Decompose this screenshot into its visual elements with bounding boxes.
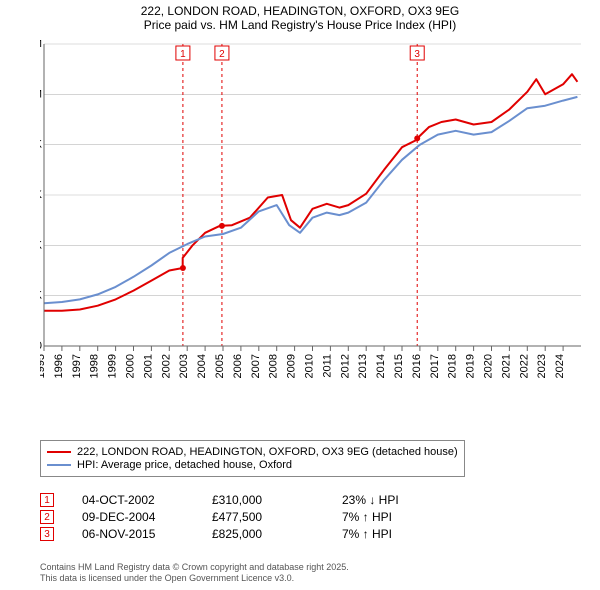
transaction-marker-1: 1 [40, 493, 54, 507]
svg-text:2022: 2022 [518, 354, 530, 378]
svg-text:2006: 2006 [232, 354, 244, 378]
svg-text:2013: 2013 [357, 354, 369, 378]
svg-text:1997: 1997 [71, 354, 83, 378]
svg-text:2024: 2024 [554, 354, 566, 378]
svg-text:2023: 2023 [536, 354, 548, 378]
svg-text:2012: 2012 [339, 354, 351, 378]
svg-text:2003: 2003 [178, 354, 190, 378]
svg-text:2002: 2002 [160, 354, 172, 378]
transaction-price: £310,000 [212, 493, 342, 507]
svg-text:2020: 2020 [483, 354, 495, 378]
svg-text:1996: 1996 [53, 354, 65, 378]
transaction-price: £825,000 [212, 527, 342, 541]
table-row: 1 04-OCT-2002 £310,000 23% ↓ HPI [40, 493, 462, 507]
svg-text:£1.2M: £1.2M [40, 40, 42, 50]
svg-text:2015: 2015 [393, 354, 405, 378]
footnote-line2: This data is licensed under the Open Gov… [40, 573, 349, 584]
table-row: 3 06-NOV-2015 £825,000 7% ↑ HPI [40, 527, 462, 541]
svg-text:2016: 2016 [411, 354, 423, 378]
legend: 222, LONDON ROAD, HEADINGTON, OXFORD, OX… [40, 440, 465, 477]
chart-area: £0£200K£400K£600K£800K£1M£1.2M1231995199… [40, 40, 585, 390]
title-line2: Price paid vs. HM Land Registry's House … [0, 18, 600, 32]
transaction-delta: 23% ↓ HPI [342, 493, 462, 507]
svg-text:2018: 2018 [447, 354, 459, 378]
svg-text:£1M: £1M [40, 88, 42, 100]
svg-text:1995: 1995 [40, 354, 47, 378]
svg-text:2014: 2014 [375, 354, 387, 378]
svg-text:2010: 2010 [304, 354, 316, 378]
legend-swatch-price-paid [47, 451, 71, 453]
svg-text:2009: 2009 [286, 354, 298, 378]
svg-text:2011: 2011 [321, 354, 333, 378]
transaction-date: 09-DEC-2004 [82, 510, 212, 524]
svg-text:1999: 1999 [107, 354, 119, 378]
footnote-line1: Contains HM Land Registry data © Crown c… [40, 562, 349, 573]
svg-text:2007: 2007 [250, 354, 262, 378]
transaction-price: £477,500 [212, 510, 342, 524]
svg-text:2021: 2021 [500, 354, 512, 378]
title-block: 222, LONDON ROAD, HEADINGTON, OXFORD, OX… [0, 0, 600, 32]
svg-text:2017: 2017 [429, 354, 441, 378]
transaction-date: 06-NOV-2015 [82, 527, 212, 541]
svg-text:2019: 2019 [465, 354, 477, 378]
legend-swatch-hpi [47, 464, 71, 466]
legend-label-hpi: HPI: Average price, detached house, Oxfo… [77, 459, 292, 471]
transaction-marker-2: 2 [40, 510, 54, 524]
transaction-marker-3: 3 [40, 527, 54, 541]
chart-svg: £0£200K£400K£600K£800K£1M£1.2M1231995199… [40, 40, 585, 390]
svg-text:2: 2 [219, 49, 225, 60]
svg-text:1998: 1998 [89, 354, 101, 378]
transactions-table: 1 04-OCT-2002 £310,000 23% ↓ HPI 2 09-DE… [40, 490, 462, 544]
svg-text:1: 1 [180, 49, 186, 60]
legend-row-price-paid: 222, LONDON ROAD, HEADINGTON, OXFORD, OX… [47, 446, 458, 458]
svg-text:2001: 2001 [142, 354, 154, 378]
svg-text:2008: 2008 [268, 354, 280, 378]
legend-label-price-paid: 222, LONDON ROAD, HEADINGTON, OXFORD, OX… [77, 446, 458, 458]
transaction-delta: 7% ↑ HPI [342, 527, 462, 541]
svg-text:£0: £0 [40, 340, 42, 352]
svg-text:2005: 2005 [214, 354, 226, 378]
svg-text:2004: 2004 [196, 354, 208, 378]
svg-text:3: 3 [414, 49, 420, 60]
transaction-delta: 7% ↑ HPI [342, 510, 462, 524]
chart-container: 222, LONDON ROAD, HEADINGTON, OXFORD, OX… [0, 0, 600, 590]
svg-text:2000: 2000 [125, 354, 137, 378]
transaction-date: 04-OCT-2002 [82, 493, 212, 507]
title-line1: 222, LONDON ROAD, HEADINGTON, OXFORD, OX… [0, 4, 600, 18]
footnote: Contains HM Land Registry data © Crown c… [40, 562, 349, 584]
legend-row-hpi: HPI: Average price, detached house, Oxfo… [47, 459, 458, 471]
table-row: 2 09-DEC-2004 £477,500 7% ↑ HPI [40, 510, 462, 524]
